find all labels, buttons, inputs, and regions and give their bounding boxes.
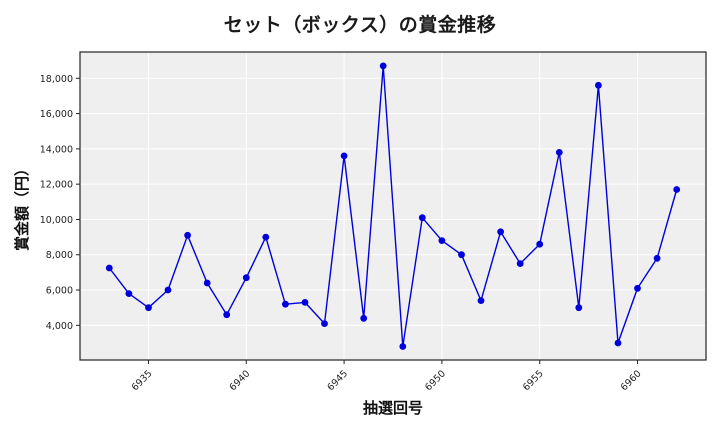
y-tick-label: 8,000	[46, 250, 73, 261]
data-point	[399, 343, 407, 350]
data-point	[223, 311, 231, 319]
x-tick-label: 6935	[130, 368, 155, 393]
y-tick-label: 10,000	[40, 215, 73, 226]
data-point	[516, 260, 524, 267]
data-point	[673, 186, 681, 193]
y-axis: 4,000 6,000 8,000 10,000 12,000 14,000 16,000 1…	[40, 74, 80, 332]
data-point	[458, 251, 465, 259]
data-point	[360, 314, 368, 322]
data-point	[536, 240, 544, 248]
x-tick-label: 6950	[423, 368, 448, 393]
x-tick-label: 6955	[521, 368, 546, 393]
y-tick-label: 6,000	[46, 286, 73, 297]
data-point	[340, 152, 348, 160]
data-point	[653, 254, 661, 262]
x-axis: 6935 6940 6945 6950 6955 6960	[130, 360, 644, 393]
data-point	[477, 297, 485, 304]
y-tick-label: 14,000	[40, 144, 73, 155]
data-point	[418, 214, 426, 222]
plot-frame	[79, 51, 707, 361]
data-point	[497, 228, 504, 236]
data-point	[184, 231, 192, 239]
data-point	[242, 274, 250, 282]
series-line	[108, 65, 678, 348]
data-point	[595, 81, 602, 89]
y-tick-label: 4,000	[46, 321, 73, 332]
chart-title: セット（ボックス）の賞金推移	[223, 14, 497, 36]
data-point	[634, 284, 641, 292]
data-point	[145, 304, 152, 312]
data-point	[203, 279, 211, 287]
data-point	[321, 320, 328, 327]
data-point	[614, 339, 622, 347]
data-point	[164, 286, 172, 294]
x-tick-label: 6960	[619, 368, 644, 393]
y-axis-label: 賞金額（円）	[13, 161, 31, 251]
data-point	[105, 264, 113, 272]
data-point	[575, 304, 583, 312]
y-tick-label: 16,000	[40, 109, 73, 120]
data-point	[379, 62, 387, 70]
data-point	[301, 299, 309, 306]
x-tick-label: 6940	[228, 368, 253, 393]
y-tick-label: 18,000	[40, 74, 73, 85]
data-point	[282, 300, 289, 308]
data-point	[262, 233, 270, 241]
data-point	[555, 149, 563, 156]
x-axis-label: 抽選回号	[363, 399, 423, 417]
y-tick-label: 12,000	[40, 180, 73, 191]
data-point	[438, 237, 446, 245]
data-series	[105, 62, 681, 350]
x-tick-label: 6945	[325, 368, 350, 393]
data-point	[125, 290, 133, 297]
